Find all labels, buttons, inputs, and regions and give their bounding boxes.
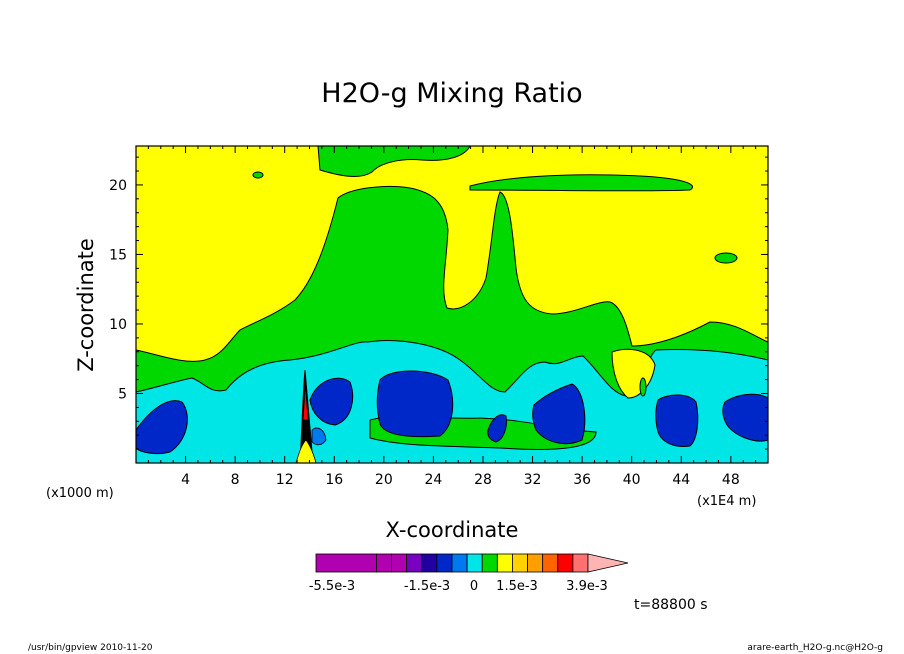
contour-blue-blob-5	[655, 394, 699, 447]
contour-blue-blob-3	[376, 370, 454, 438]
colorbar-segment	[421, 553, 438, 573]
x-tick-label: 32	[524, 472, 542, 488]
colorbar-tick-label: 3.9e-3	[566, 579, 608, 594]
colorbar-segment	[376, 553, 392, 573]
x-tick-label: 16	[325, 472, 343, 488]
plot-frame	[135, 145, 769, 464]
colorbar-segment	[481, 553, 498, 573]
x-axis-unit: (x1E4 m)	[697, 494, 756, 509]
colorbar-segment	[391, 553, 408, 573]
contour-blue-blob-6	[722, 393, 768, 442]
contour-green-right-blob	[469, 174, 693, 192]
y-tick-label: 15	[109, 247, 127, 263]
colorbar-tick-label: -5.5e-3	[309, 579, 355, 594]
colorbar-segment	[572, 553, 589, 573]
footer-left: /usr/bin/gpview 2010-11-20	[28, 643, 153, 653]
colorbar-tick-label: 0	[470, 579, 478, 594]
colorbar: -5.5e-3 -1.5e-3 0 1.5e-3 3.9e-3	[309, 553, 629, 594]
y-tick-label: 20	[109, 178, 127, 194]
colorbar-segment	[527, 553, 544, 573]
contour-red-spike	[302, 383, 309, 421]
colorbar-segment	[436, 553, 453, 573]
x-tick-label: 20	[375, 472, 393, 488]
time-label: t=88800 s	[634, 597, 708, 613]
x-tick-label: 12	[276, 472, 294, 488]
x-tick-label: 48	[722, 472, 740, 488]
contour-green-top-blob	[317, 146, 471, 177]
contour-green-pocket	[639, 377, 647, 397]
colorbar-tick-label: 1.5e-3	[496, 579, 538, 594]
contour-blue-blob-1	[136, 400, 188, 455]
x-tick-label: 4	[181, 472, 190, 488]
colorbar-segment	[557, 553, 574, 573]
x-axis-label: X-coordinate	[386, 518, 519, 542]
x-tick-label: 44	[672, 472, 690, 488]
colorbar-segment	[315, 553, 377, 573]
x-tick-label: 24	[424, 472, 442, 488]
contour-field	[136, 146, 768, 463]
x-tick-label: 40	[623, 472, 641, 488]
y-tick-label: 5	[118, 386, 127, 402]
y-axis-label: Z-coordinate	[74, 238, 98, 372]
contour-lightblue-band	[311, 427, 327, 446]
colorbar-segment	[451, 553, 468, 573]
x-tick-label: 8	[231, 472, 240, 488]
contour-green-small-2	[714, 252, 738, 264]
x-tick-label: 36	[573, 472, 591, 488]
contour-blue-blob-2	[309, 377, 354, 426]
y-axis-unit: (x1000 m)	[46, 486, 114, 501]
x-tick-label: 28	[474, 472, 492, 488]
colorbar-arrow	[587, 553, 629, 573]
footer-right: arare-earth_H2O-g.nc@H2O-g	[747, 643, 883, 653]
colorbar-segment	[466, 553, 483, 573]
contour-yellow-base	[295, 439, 317, 463]
colorbar-segment	[512, 553, 528, 573]
colorbar-tick-label: -1.5e-3	[404, 579, 450, 594]
colorbar-segment	[542, 553, 559, 573]
contour-blue-blob-7	[487, 414, 507, 443]
contour-green-small-1	[252, 171, 264, 179]
contour-blue-blob-4	[532, 383, 586, 445]
colorbar-segment	[496, 553, 513, 573]
y-tick-label: 10	[109, 317, 127, 333]
chart-title: H2O-g Mixing Ratio	[321, 78, 582, 109]
colorbar-segment	[406, 553, 423, 573]
